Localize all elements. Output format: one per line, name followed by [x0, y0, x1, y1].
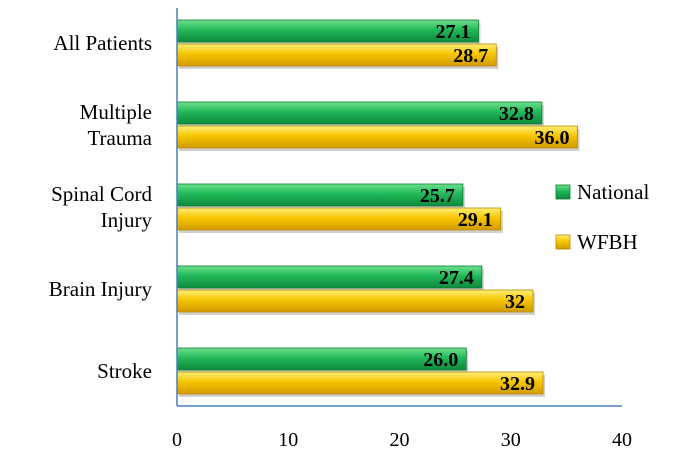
legend-swatch-national — [555, 184, 571, 200]
bar-wfbh — [176, 125, 578, 149]
x-tick-label: 0 — [172, 429, 182, 451]
legend-swatch-wfbh — [555, 234, 571, 250]
data-label: 32.8 — [499, 103, 534, 125]
legend: National WFBH — [555, 180, 649, 254]
bar-wfbh — [176, 207, 502, 231]
category-label: Stroke — [97, 359, 152, 383]
bar-national — [176, 19, 479, 43]
labels-layer: 27.128.7 32.836.0 25.729.1 27.4 32 26.0 32.9 — [420, 21, 570, 395]
bars-layer — [176, 19, 580, 397]
data-label: 32 — [505, 291, 525, 313]
data-label: 32.9 — [500, 373, 535, 395]
data-label: 29.1 — [458, 209, 493, 231]
data-label: 27.4 — [439, 267, 474, 289]
x-tick-label: 40 — [612, 429, 632, 451]
category-label: Spinal Cord — [51, 182, 152, 206]
data-label: 25.7 — [420, 185, 455, 207]
x-tick-labels: 0 10 20 30 40 — [172, 429, 632, 451]
bar-wfbh — [176, 43, 497, 67]
bar-national — [176, 265, 483, 289]
category-label: Multiple — [80, 100, 152, 124]
x-tick-label: 10 — [278, 429, 298, 451]
bar-wfbh — [176, 289, 534, 313]
category-label: Injury — [101, 208, 153, 232]
data-label: 28.7 — [453, 45, 488, 67]
data-label: 27.1 — [435, 21, 470, 43]
data-label: 36.0 — [535, 127, 570, 149]
bar-national — [176, 101, 543, 125]
x-tick-label: 20 — [390, 429, 410, 451]
category-label: Brain Injury — [49, 277, 153, 301]
category-label: Trauma — [87, 126, 152, 150]
bar-wfbh — [176, 371, 544, 395]
data-label: 26.0 — [423, 349, 458, 371]
x-tick-label: 30 — [501, 429, 521, 451]
legend-label: WFBH — [577, 230, 638, 254]
category-label: All Patients — [53, 31, 152, 55]
legend-label: National — [577, 180, 649, 204]
